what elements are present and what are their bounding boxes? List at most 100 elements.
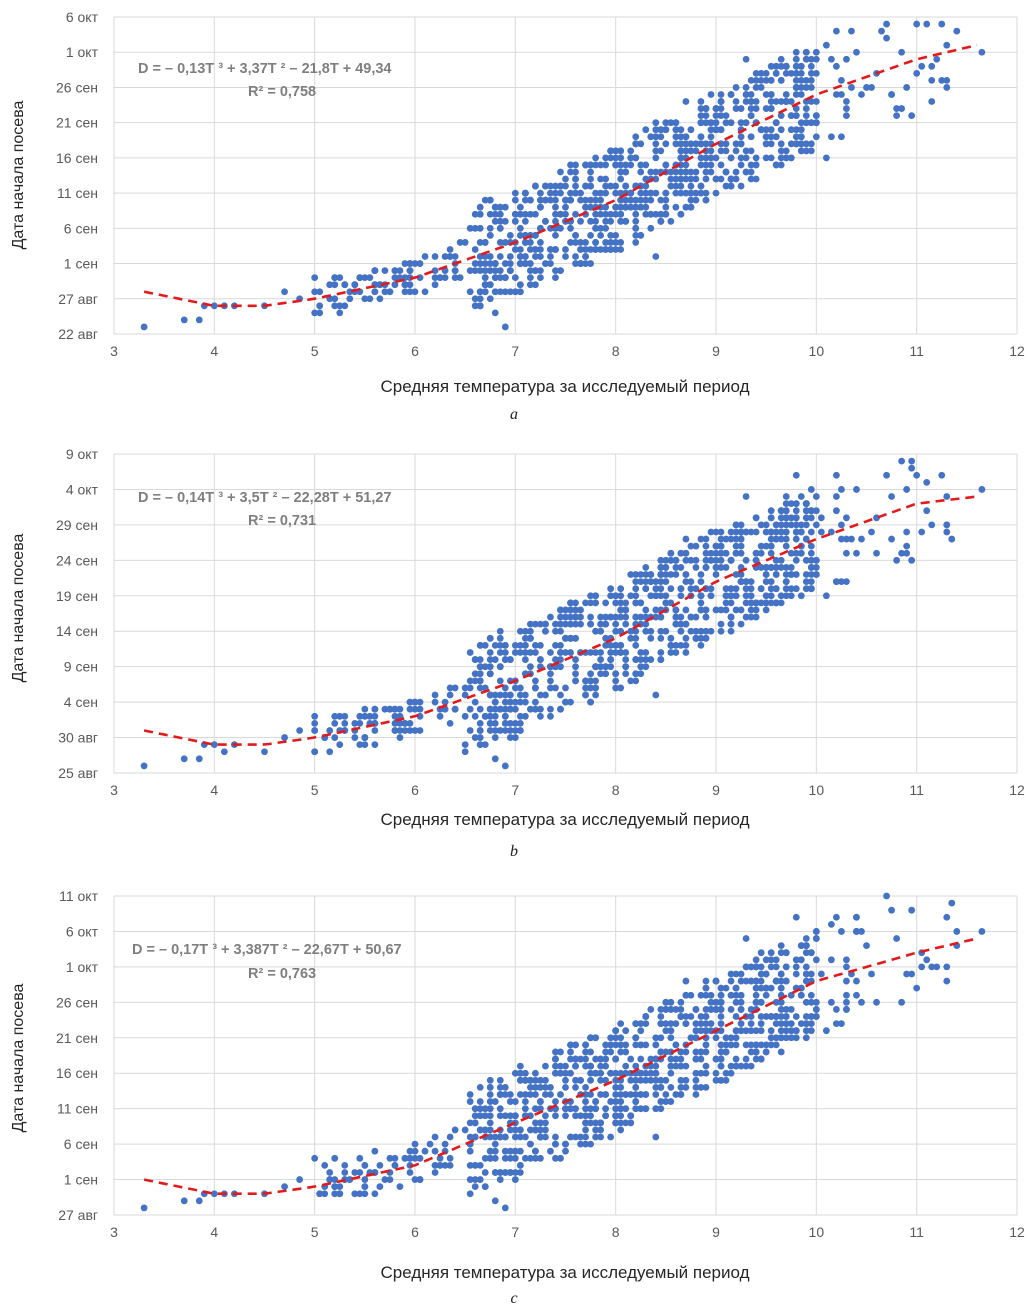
scatter-point [697,1048,705,1056]
scatter-point [662,599,670,607]
scatter-point [421,288,429,296]
scatter-point [552,1154,559,1162]
scatter-point [592,161,599,169]
scatter-point [537,1133,544,1141]
scatter-point [807,147,815,155]
scatter-point [557,189,564,197]
scatter-point [657,592,665,600]
scatter-point [597,613,605,621]
scatter-point [757,549,765,557]
scatter-point [817,970,825,978]
scatter-point [622,182,630,190]
scatter-point [727,627,735,635]
scatter-point [567,196,574,204]
scatter-point [762,1041,770,1049]
scatter-point [853,991,860,999]
scatter-point [792,77,800,84]
scatter-point [501,1169,509,1176]
scatter-point [767,549,775,557]
scatter-point [526,627,534,635]
scatter-point [582,1140,589,1148]
scatter-point [712,1034,720,1042]
scatter-point [612,627,620,635]
scatter-point [501,1147,509,1155]
scatter-point [617,1069,625,1077]
scatter-point [722,564,730,571]
scatter-point [657,613,665,621]
scatter-point [682,535,690,543]
scatter-point [772,556,780,564]
scatter-point [476,239,484,246]
scatter-point [602,642,610,649]
scatter-point [702,1062,710,1070]
scatter-point [672,1055,680,1063]
scatter-point [612,189,620,197]
scatter-point [406,698,414,706]
trendline [143,495,978,746]
scatter-point [496,642,504,649]
scatter-point [466,1133,474,1141]
scatter-point [642,126,650,134]
scatter-point [757,599,765,607]
scatter-point [567,634,574,642]
scatter-point [476,719,484,727]
scatter-point [506,1091,514,1098]
scatter-point [792,514,800,522]
scatter-point [572,677,579,685]
scatter-point [642,1020,650,1027]
scatter-point [592,1126,599,1134]
scatter-point [692,1006,700,1013]
scatter-point [647,1055,655,1063]
scatter-point [486,649,494,656]
scatter-point [657,133,665,141]
scatter-point [722,984,730,992]
scatter-point [466,1098,474,1105]
scatter-point [632,210,640,218]
scatter-point [797,147,805,155]
scatter-point [331,281,339,289]
scatter-point [898,549,906,557]
scatter-point [727,556,735,564]
scatter-point [331,1190,339,1198]
scatter-point [371,712,379,720]
scatter-point [331,274,339,282]
scatter-point [938,471,946,479]
scatter-point [692,1084,700,1091]
scatter-point [617,1112,625,1120]
scatter-point [582,1084,589,1091]
scatter-point [652,578,660,585]
scatter-point [421,1147,429,1155]
scatter-point [657,1076,665,1084]
scatter-point [652,154,660,162]
scatter-point [752,154,760,162]
scatter-point [717,1048,725,1056]
scatter-point [677,1055,685,1063]
scatter-point [702,984,710,992]
scatter-point [582,1112,589,1120]
scatter-point [371,1190,379,1198]
scatter-point [562,684,569,692]
scatter-point [416,698,424,706]
scatter-point [727,535,735,543]
scatter-point [652,592,660,600]
scatter-point [672,168,680,176]
scatter-point [516,684,524,692]
scatter-point [802,585,810,593]
scatter-point [682,1048,690,1056]
scatter-point [597,620,605,628]
y-tick-label: 30 авг [58,730,98,746]
scatter-point [602,1105,610,1113]
scatter-point [812,133,820,141]
scatter-point [521,253,529,260]
scatter-point [637,1041,645,1049]
scatter-point [466,727,474,734]
scatter-point [782,91,790,98]
scatter-point [501,691,509,699]
scatter-point [802,147,810,155]
scatter-point [431,1161,439,1169]
scatter-point [351,734,359,741]
scatter-point [687,196,695,204]
scatter-point [978,48,986,56]
scatter-point [552,196,559,204]
